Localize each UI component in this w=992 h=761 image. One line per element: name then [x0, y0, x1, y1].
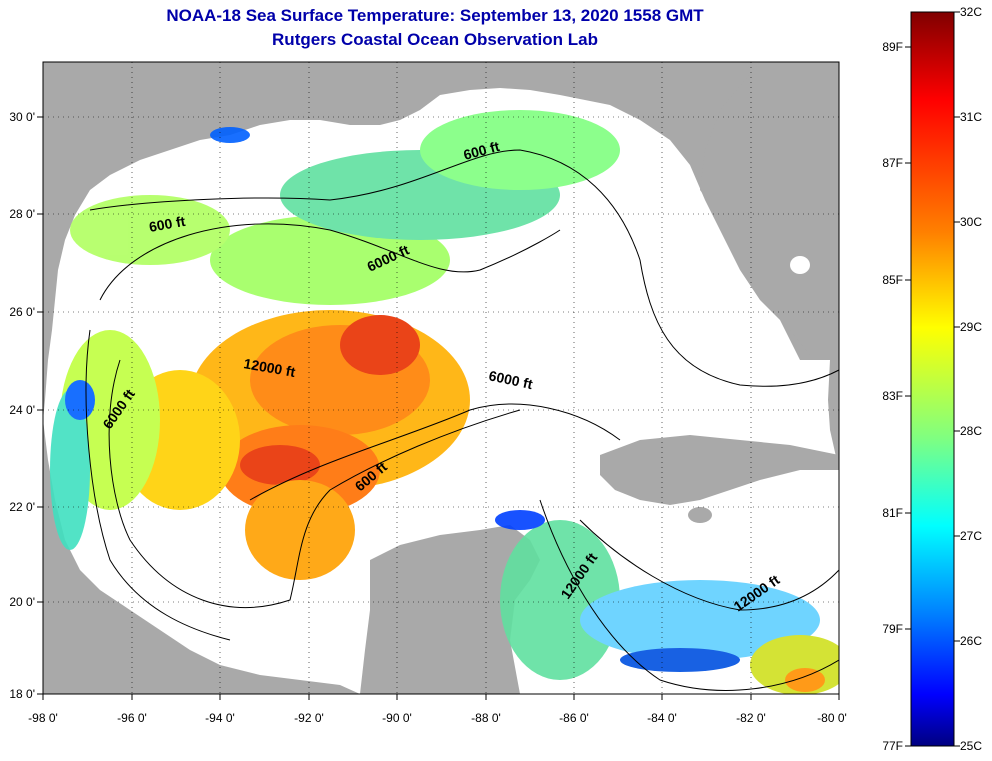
colorbar-c-label: 25C	[960, 739, 982, 753]
colorbar-fahrenheit-ticks: 89F 87F 85F 83F 81F 79F 77F	[882, 40, 911, 753]
y-axis: 30 0' 28 0' 26 0' 24 0' 22 0' 20 0' 18 0…	[9, 110, 43, 701]
bathymetry-contours	[85, 149, 839, 691]
colorbar-c-label: 32C	[960, 5, 982, 19]
x-tick-label: -92 0'	[294, 711, 324, 725]
map-subtitle: Rutgers Coastal Ocean Observation Lab	[272, 30, 598, 49]
map-frame	[42, 61, 840, 695]
sst-data	[50, 110, 839, 694]
colorbar-c-label: 28C	[960, 424, 982, 438]
y-tick-label: 20 0'	[9, 595, 35, 609]
colorbar-c-label: 26C	[960, 634, 982, 648]
x-tick-label: -94 0'	[205, 711, 235, 725]
contour-label: 600 ft	[148, 213, 187, 235]
x-tick-label: -80 0'	[817, 711, 847, 725]
colorbar-f-label: 83F	[882, 389, 903, 403]
y-tick-label: 24 0'	[9, 403, 35, 417]
colorbar-celsius-ticks: 32C 31C 30C 29C 28C 27C 26C 25C	[954, 5, 982, 753]
colorbar-f-label: 77F	[882, 739, 903, 753]
colorbar-f-label: 81F	[882, 506, 903, 520]
x-tick-label: -98 0'	[28, 711, 58, 725]
x-tick-label: -84 0'	[647, 711, 677, 725]
colorbar-f-label: 87F	[882, 156, 903, 170]
grid-lines	[43, 62, 839, 694]
x-tick-label: -82 0'	[736, 711, 766, 725]
y-tick-label: 22 0'	[9, 500, 35, 514]
land-florida	[700, 62, 839, 360]
colorbar-c-label: 31C	[960, 110, 982, 124]
land-mexico	[43, 420, 360, 694]
land-yucatan	[360, 525, 540, 694]
colorbar-f-label: 89F	[882, 40, 903, 54]
colorbar-c-label: 30C	[960, 215, 982, 229]
x-tick-label: -86 0'	[559, 711, 589, 725]
y-tick-label: 18 0'	[9, 687, 35, 701]
colorbar	[910, 11, 955, 747]
x-tick-label: -96 0'	[117, 711, 147, 725]
land-cuba	[600, 435, 839, 505]
colorbar-c-label: 27C	[960, 529, 982, 543]
y-tick-label: 28 0'	[9, 207, 35, 221]
y-tick-label: 30 0'	[9, 110, 35, 124]
colorbar-f-label: 85F	[882, 273, 903, 287]
x-tick-label: -88 0'	[471, 711, 501, 725]
x-axis: -98 0' -96 0' -94 0' -92 0' -90 0' -88 0…	[28, 694, 847, 725]
colorbar-c-label: 29C	[960, 320, 982, 334]
y-tick-label: 26 0'	[9, 305, 35, 319]
x-tick-label: -90 0'	[382, 711, 412, 725]
colorbar-f-label: 79F	[882, 622, 903, 636]
map-title: NOAA-18 Sea Surface Temperature: Septemb…	[166, 6, 704, 25]
